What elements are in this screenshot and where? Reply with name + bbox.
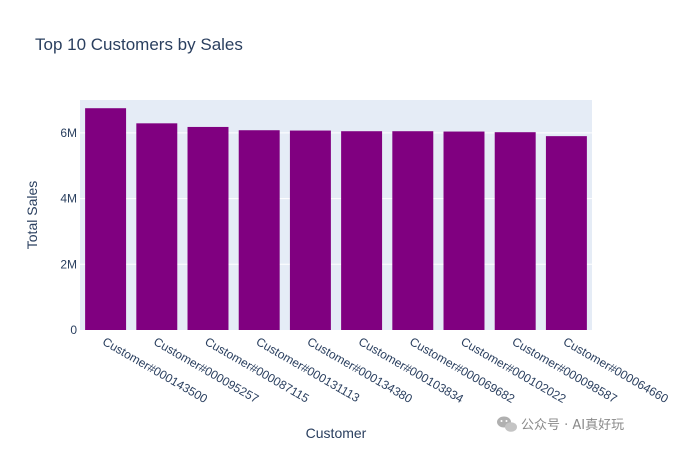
bar	[494, 132, 536, 330]
chart-title: Top 10 Customers by Sales	[35, 35, 243, 54]
watermark: 公众号 · AI真好玩	[497, 416, 624, 433]
y-axis-ticks: 0 2M 4M 6M	[60, 126, 77, 337]
y-tick-label: 2M	[60, 257, 77, 271]
bar	[341, 131, 383, 330]
x-axis-ticks: Customer#000143500Customer#000095257Cust…	[100, 334, 671, 406]
bar	[289, 130, 331, 330]
bars	[85, 108, 587, 330]
bar	[545, 136, 587, 330]
wechat-icon	[497, 416, 517, 432]
bar	[238, 130, 280, 330]
bar	[392, 131, 434, 330]
y-tick-label: 0	[70, 323, 77, 337]
bar	[136, 123, 178, 330]
y-axis-label: Total Sales	[24, 181, 40, 249]
bar	[443, 131, 485, 330]
watermark-text: 公众号 · AI真好玩	[521, 418, 624, 433]
y-tick-label: 4M	[60, 192, 77, 206]
x-axis-label: Customer	[306, 425, 367, 441]
bar	[187, 126, 229, 330]
y-tick-label: 6M	[60, 126, 77, 140]
bar	[85, 108, 127, 330]
